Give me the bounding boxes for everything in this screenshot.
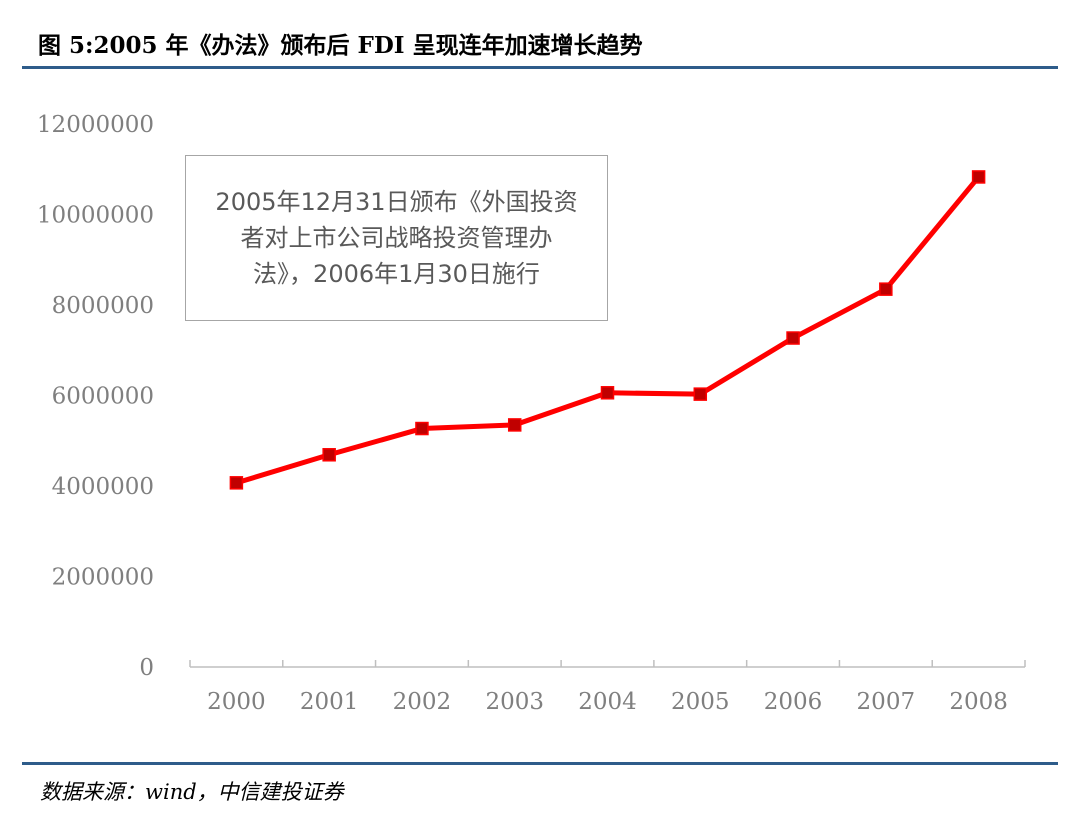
annotation-box	[185, 155, 608, 321]
data-point-marker	[322, 448, 336, 462]
top-rule	[22, 66, 1058, 69]
bottom-rule	[22, 762, 1058, 765]
x-tick-label: 2006	[764, 689, 823, 715]
x-tick-label: 2002	[393, 689, 452, 715]
data-point-marker	[786, 331, 800, 345]
data-point-marker	[693, 387, 708, 401]
annotation-text: 2005年12月31日颁布《外国投资 者对上市公司战略投资管理办 法》，2006…	[190, 184, 603, 292]
x-tick-label: 2007	[857, 689, 916, 715]
data-point-marker	[600, 386, 615, 400]
x-tick-label: 2008	[949, 689, 1008, 715]
data-point-marker	[507, 418, 522, 432]
y-tick-label: 6000000	[52, 384, 154, 410]
data-point-marker	[229, 476, 244, 490]
x-tick-label: 2000	[207, 689, 266, 715]
y-tick-label: 8000000	[52, 293, 154, 319]
annotation-line-1: 2005年12月31日颁布《外国投资	[215, 188, 578, 216]
series-layer	[229, 170, 986, 490]
annotation-line-2: 者对上市公司战略投资管理办	[240, 224, 553, 252]
y-tick-label: 4000000	[52, 474, 154, 500]
data-point-marker	[415, 421, 429, 436]
y-axis-ticks: 0 2000000 4000000 6000000 8000000 10000000 120…	[37, 112, 154, 681]
x-tick-label: 2004	[578, 689, 637, 715]
y-tick-label: 2000000	[52, 565, 154, 591]
x-axis: 2000 2001 2002 2003 2004 2005 2006 2007 2008	[189, 660, 1026, 715]
x-tick-label: 2005	[671, 689, 730, 715]
data-point-marker	[879, 282, 893, 296]
x-tick-label: 2003	[485, 689, 544, 715]
y-tick-label: 0	[139, 655, 154, 681]
data-point-marker	[971, 170, 986, 184]
x-tick-label: 2001	[300, 689, 359, 715]
annotation-line-3: 法》，2006年1月30日施行	[253, 260, 540, 288]
source-note: 数据来源：wind，中信建投证券	[40, 780, 344, 804]
y-tick-label: 12000000	[37, 112, 154, 138]
chart-title: 图 5:2005 年《办法》颁布后 FDI 呈现连年加速增长趋势	[38, 32, 643, 59]
y-tick-label: 10000000	[37, 203, 154, 229]
